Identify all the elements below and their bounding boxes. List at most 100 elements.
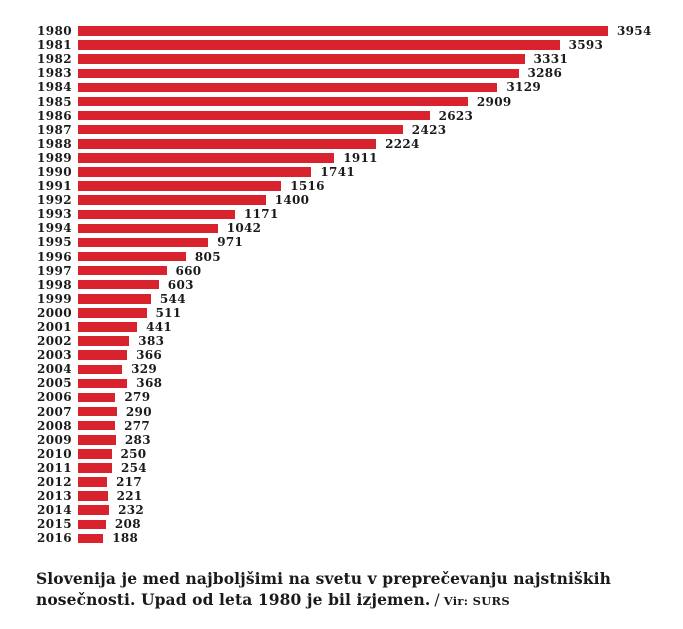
value-label: 1400: [274, 193, 310, 208]
value-label: 366: [136, 348, 163, 363]
bar: [78, 181, 282, 191]
bar: [78, 167, 312, 177]
value-label: 3593: [568, 38, 604, 53]
year-label: 1980: [37, 24, 72, 39]
bar-row: 2002 383: [0, 334, 683, 348]
value-label: 221: [116, 489, 143, 504]
value-label: 232: [118, 503, 145, 518]
bar-row: 1982 3331: [0, 52, 683, 66]
year-label: 2012: [37, 475, 72, 490]
bar-row: 1991 1516: [0, 179, 683, 193]
value-label: 3954: [617, 24, 652, 39]
bar-row: 2003 366: [0, 348, 683, 362]
bar-row: 1984 3129: [0, 80, 683, 94]
bar: [78, 96, 468, 107]
bar: [78, 40, 560, 50]
bar: [78, 110, 430, 121]
bar-row: 1995 971: [0, 235, 683, 249]
bar-row: 2008 277: [0, 419, 683, 433]
year-label: 1983: [37, 66, 72, 81]
year-label: 2002: [37, 334, 72, 349]
bar: [78, 491, 108, 501]
value-label: 603: [167, 277, 194, 292]
bar-row: 2004 329: [0, 362, 683, 376]
value-label: 250: [120, 446, 147, 461]
year-label: 2015: [37, 517, 72, 532]
bar-row: 2015 208: [0, 517, 683, 531]
value-label: 329: [131, 362, 158, 377]
bar: [78, 308, 147, 318]
value-label: 1741: [320, 164, 355, 179]
year-label: 1994: [37, 221, 72, 236]
bar-row: 1992 1400: [0, 193, 683, 207]
year-label: 1987: [37, 122, 72, 137]
bar: [78, 533, 104, 544]
bar-row: 1981 3593: [0, 38, 683, 52]
value-label: 2423: [411, 122, 447, 137]
year-label: 1998: [37, 277, 72, 292]
year-label: 1984: [37, 80, 72, 95]
bar: [78, 279, 159, 290]
bar: [78, 477, 108, 487]
value-label: 805: [194, 249, 221, 264]
bar: [78, 124, 403, 135]
bar: [78, 378, 128, 389]
year-label: 1989: [37, 150, 72, 165]
bar: [78, 153, 335, 163]
value-label: 1516: [290, 179, 325, 194]
year-label: 1997: [37, 263, 72, 278]
year-label: 2013: [37, 489, 72, 504]
bar-row: 2001 441: [0, 320, 683, 334]
bar: [78, 420, 116, 431]
bar-row: 1988 2224: [0, 137, 683, 151]
teen-pregnancy-bar-chart: 1980 3954 1981 3593 1982 3331 1983 3286 1984 3129…: [0, 24, 683, 545]
year-label: 2005: [37, 376, 72, 391]
value-label: 383: [138, 334, 165, 349]
year-label: 2007: [37, 404, 72, 419]
caption: Slovenija je med najboljšimi na svetu v …: [36, 568, 636, 612]
bar-row: 1999 544: [0, 292, 683, 306]
year-label: 2014: [37, 503, 72, 518]
bar: [78, 68, 519, 79]
bar-row: 1987 2423: [0, 123, 683, 137]
year-label: 2016: [37, 531, 72, 546]
bar-row: 1993 1171: [0, 207, 683, 221]
bar: [78, 237, 209, 248]
bar-row: 1980 3954: [0, 24, 683, 38]
value-label: 1042: [226, 221, 262, 236]
bar: [78, 139, 377, 149]
value-label: 3331: [533, 52, 569, 67]
bar-row: 2014 232: [0, 503, 683, 517]
value-label: 1171: [244, 207, 279, 222]
year-label: 1991: [37, 179, 72, 194]
bar: [78, 449, 112, 459]
year-label: 2001: [37, 320, 72, 335]
bar: [78, 392, 116, 403]
bar-row: 2016 188: [0, 531, 683, 545]
bar-row: 2005 368: [0, 376, 683, 390]
year-label: 1996: [37, 249, 72, 264]
year-label: 2011: [37, 460, 72, 475]
bar: [78, 435, 116, 445]
value-label: 971: [217, 235, 244, 250]
bar: [78, 519, 106, 530]
year-label: 2006: [37, 390, 72, 405]
bar-row: 1986 2623: [0, 109, 683, 123]
year-label: 2003: [37, 348, 72, 363]
year-label: 1990: [37, 164, 72, 179]
bar: [78, 364, 123, 375]
bar-row: 1990 1741: [0, 165, 683, 179]
bar-row: 2012 217: [0, 475, 683, 489]
value-label: 188: [112, 531, 139, 546]
bar-row: 1997 660: [0, 264, 683, 278]
bar: [78, 54, 525, 64]
year-label: 1981: [37, 38, 72, 53]
bar: [78, 322, 138, 332]
bar: [78, 195, 266, 205]
bar: [78, 82, 498, 93]
value-label: 283: [124, 432, 151, 447]
value-label: 511: [155, 305, 182, 320]
bar-row: 2007 290: [0, 405, 683, 419]
value-label: 1911: [343, 150, 378, 165]
bar-row: 2009 283: [0, 433, 683, 447]
